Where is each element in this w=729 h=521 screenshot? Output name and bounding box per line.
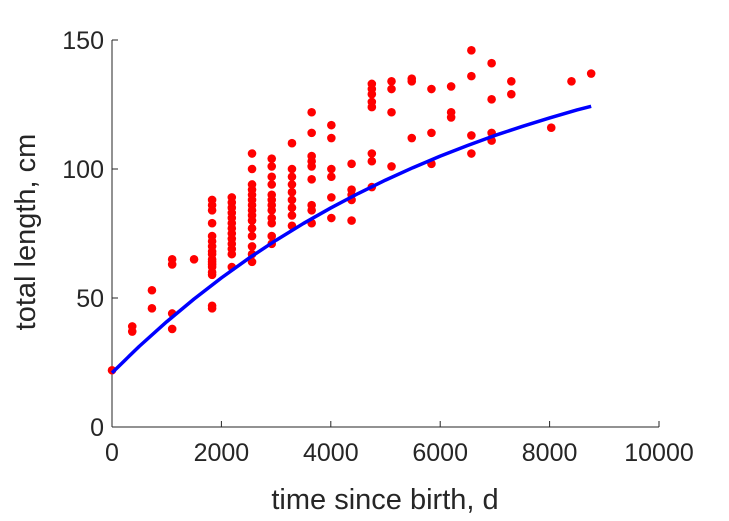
y-tick-label: 0 [90,414,104,442]
data-point [267,162,277,171]
data-point [287,211,297,220]
data-point [546,123,556,133]
data-point [207,195,217,205]
x-tick-labels: 0 2000 4000 6000 8000 10000 [105,439,694,467]
data-point [267,172,277,182]
data-point [567,76,576,86]
data-point [347,159,356,169]
data-point [327,172,336,182]
data-point [307,175,316,184]
y-tick-label: 150 [62,27,104,55]
data-point [267,180,277,189]
data-point [207,231,217,241]
data-point [367,156,377,166]
data-point [446,107,456,117]
y-tick-labels: 0 50 100 150 [62,27,104,442]
y-tick-label: 50 [76,285,104,313]
data-point [167,324,177,334]
data-point [287,180,297,189]
data-point [287,187,297,197]
data-point [247,231,257,241]
data-point [307,200,316,210]
data-point [247,224,257,233]
x-tick-label: 0 [105,439,119,467]
y-axis-label: total length, cm [10,134,42,331]
data-point [267,190,277,200]
data-point [267,231,277,241]
data-point [327,213,336,223]
data-point [127,322,137,331]
y-tick-label: 100 [62,156,104,184]
data-point [446,82,456,91]
data-point [307,107,316,117]
data-point [467,46,476,55]
data-point [327,133,336,143]
data-point [247,242,257,251]
data-point [207,218,217,228]
data-point [387,84,396,94]
data-point [507,89,516,99]
data-point [367,149,377,158]
data-point [467,149,476,158]
data-point [327,193,336,202]
data-point [307,128,316,138]
data-point [287,164,297,174]
x-tick-label: 2000 [194,439,250,467]
data-point [287,138,297,148]
data-point [586,69,596,78]
x-tick-label: 6000 [412,439,468,467]
data-point [147,304,157,313]
data-point [287,195,297,205]
data-point [267,213,277,223]
data-point [387,107,396,117]
data-point [247,257,257,267]
data-point [287,172,297,182]
x-tick-label: 4000 [303,439,359,467]
data-point [427,128,436,138]
data-point [307,151,316,161]
data-point [407,74,417,83]
data-series [107,46,596,375]
data-point [247,180,257,189]
fit-curve [110,104,592,375]
data-point [387,162,396,171]
data-point [487,95,496,104]
axes [111,39,660,428]
data-point [427,84,436,94]
data-point [467,71,476,81]
data-point [507,76,516,86]
data-point [207,301,217,311]
data-point [487,58,496,68]
x-tick-label: 10000 [624,439,694,467]
data-point [247,164,257,174]
data-point [247,149,257,158]
data-point [147,285,157,295]
data-point [367,79,377,89]
x-tick-label: 8000 [522,439,578,467]
data-point [347,185,356,194]
data-point [267,154,277,163]
data-point [407,133,417,143]
data-point [287,203,297,212]
data-point [227,193,237,202]
x-axis-label: time since birth, d [271,484,498,516]
data-point [189,254,199,264]
data-point [327,120,336,130]
data-point [367,97,377,107]
data-point [167,254,177,264]
data-point [347,216,356,225]
data-point [327,164,336,174]
data-point [467,131,476,140]
data-point [387,76,396,86]
